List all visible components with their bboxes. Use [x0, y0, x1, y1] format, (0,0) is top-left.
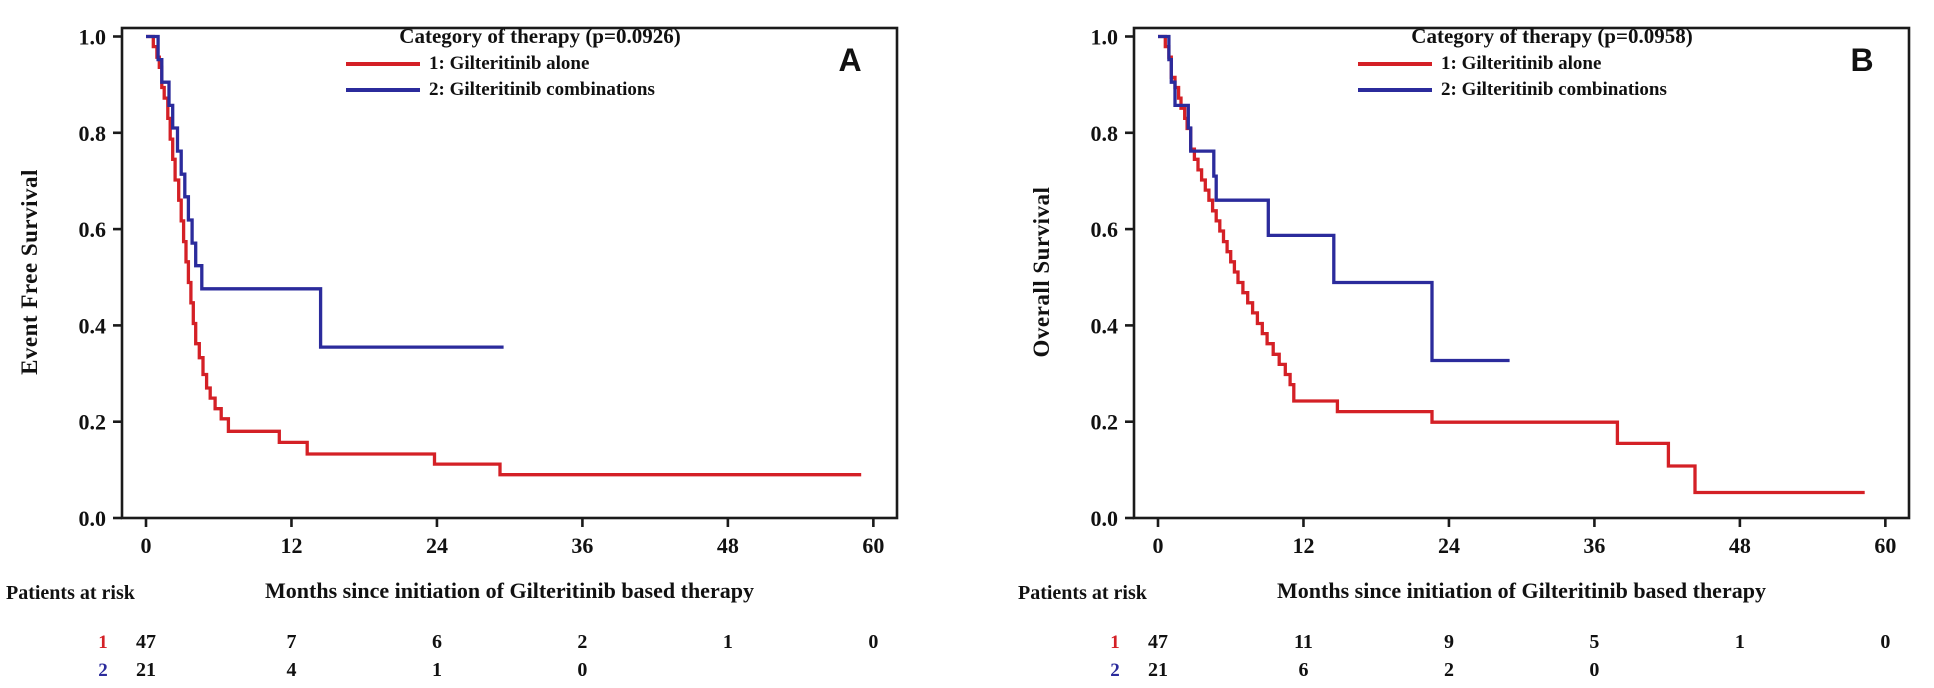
- x-tick-label-A: 0: [141, 533, 152, 558]
- y-axis-title-a: Event Free Survival: [17, 169, 42, 375]
- y-tick-label-A: 0.4: [79, 313, 107, 338]
- legend-entry-alone-b: 1: Gilteritinib alone: [1358, 51, 1792, 77]
- legend-label: 2: Gilteritinib combinations: [429, 79, 655, 100]
- legend-a: Category of therapy (p=0.0926) 1: Gilter…: [300, 24, 780, 103]
- risk-count-B: 1: [1735, 631, 1745, 653]
- y-tick-label-B: 0.8: [1091, 121, 1119, 146]
- legend-entry-combinations-a: 2: Gilteritinib combinations: [346, 77, 780, 103]
- y-tick-label-A: 0.8: [79, 121, 107, 146]
- risk-count-A: 1: [432, 659, 442, 681]
- x-tick-label-A: 60: [862, 533, 884, 558]
- risk-count-A: 4: [286, 659, 296, 681]
- y-tick-label-A: 0.2: [79, 410, 107, 435]
- blue-line-swatch: [346, 88, 420, 92]
- risk-count-B: 21: [1148, 659, 1168, 681]
- panel-letter-b: B: [1850, 42, 1874, 78]
- plot-frame-B: [1132, 26, 1911, 520]
- risk-count-A: 6: [432, 631, 442, 653]
- risk-row-marker-A: 1: [98, 632, 108, 653]
- x-tick-label-B: 0: [1153, 533, 1164, 558]
- risk-row-marker-A: 2: [98, 660, 108, 681]
- y-tick-label-A: 1.0: [79, 25, 107, 50]
- km-curve-B-gilteritinib-alone: [1158, 34, 1865, 495]
- x-tick-label-B: 36: [1583, 533, 1605, 558]
- risk-count-A: 47: [136, 631, 156, 653]
- legend-label: 1: Gilteritinib alone: [1441, 53, 1602, 74]
- y-tick-label-B: 0.4: [1091, 313, 1119, 338]
- risk-table-caption-b: Patients at risk: [1018, 582, 1147, 604]
- x-tick-label-B: 24: [1438, 533, 1460, 558]
- x-tick-label-A: 48: [717, 533, 739, 558]
- x-tick-label-A: 36: [571, 533, 593, 558]
- x-tick-label-A: 24: [426, 533, 448, 558]
- risk-count-B: 47: [1148, 631, 1168, 653]
- legend-entry-combinations-b: 2: Gilteritinib combinations: [1358, 77, 1792, 103]
- risk-table-caption-a: Patients at risk: [6, 582, 135, 604]
- x-axis-title-a: Months since initiation of Gilteritinib …: [265, 578, 754, 603]
- risk-count-B: 5: [1589, 631, 1599, 653]
- risk-count-B: 11: [1294, 631, 1313, 653]
- risk-count-A: 0: [868, 631, 878, 653]
- risk-count-B: 2: [1444, 659, 1454, 681]
- risk-count-A: 21: [136, 659, 156, 681]
- red-line-swatch: [346, 62, 420, 66]
- risk-row-marker-B: 1: [1110, 632, 1120, 653]
- km-curve-B-gilteritinib-combinations: [1158, 34, 1510, 363]
- legend-b: Category of therapy (p=0.0958) 1: Gilter…: [1312, 24, 1792, 103]
- x-tick-label-B: 48: [1729, 533, 1751, 558]
- risk-count-A: 1: [723, 631, 733, 653]
- y-tick-label-B: 0.2: [1091, 410, 1119, 435]
- red-line-swatch: [1358, 62, 1432, 66]
- y-tick-label-A: 0.6: [79, 217, 107, 242]
- x-tick-label-B: 60: [1874, 533, 1896, 558]
- y-tick-label-B: 1.0: [1091, 25, 1119, 50]
- risk-count-B: 0: [1589, 659, 1599, 681]
- risk-count-A: 0: [577, 659, 587, 681]
- y-axis-title-b: Overall Survival: [1029, 186, 1054, 358]
- panel-letter-a: A: [838, 42, 862, 78]
- y-tick-label-B: 0.6: [1091, 217, 1119, 242]
- risk-count-B: 6: [1298, 659, 1308, 681]
- risk-row-marker-B: 2: [1110, 660, 1120, 681]
- legend-title-a: Category of therapy (p=0.0926): [399, 24, 681, 48]
- y-tick-label-B: 0.0: [1091, 506, 1119, 531]
- plot-frame-A: [120, 26, 899, 520]
- risk-count-B: 0: [1880, 631, 1890, 653]
- legend-title-b: Category of therapy (p=0.0958): [1411, 24, 1693, 48]
- x-tick-label-A: 12: [280, 533, 302, 558]
- x-tick-label-B: 12: [1292, 533, 1314, 558]
- x-axis-title-b: Months since initiation of Gilteritinib …: [1277, 578, 1766, 603]
- blue-line-swatch: [1358, 88, 1432, 92]
- risk-count-A: 7: [286, 631, 296, 653]
- risk-count-B: 9: [1444, 631, 1454, 653]
- y-tick-label-A: 0.0: [79, 506, 107, 531]
- legend-entry-alone-a: 1: Gilteritinib alone: [346, 51, 780, 77]
- legend-label: 1: Gilteritinib alone: [429, 53, 590, 74]
- km-curve-A-gilteritinib-combinations: [146, 34, 504, 349]
- risk-count-A: 2: [577, 631, 587, 653]
- km-curve-A-gilteritinib-alone: [146, 34, 862, 477]
- legend-label: 2: Gilteritinib combinations: [1441, 79, 1667, 100]
